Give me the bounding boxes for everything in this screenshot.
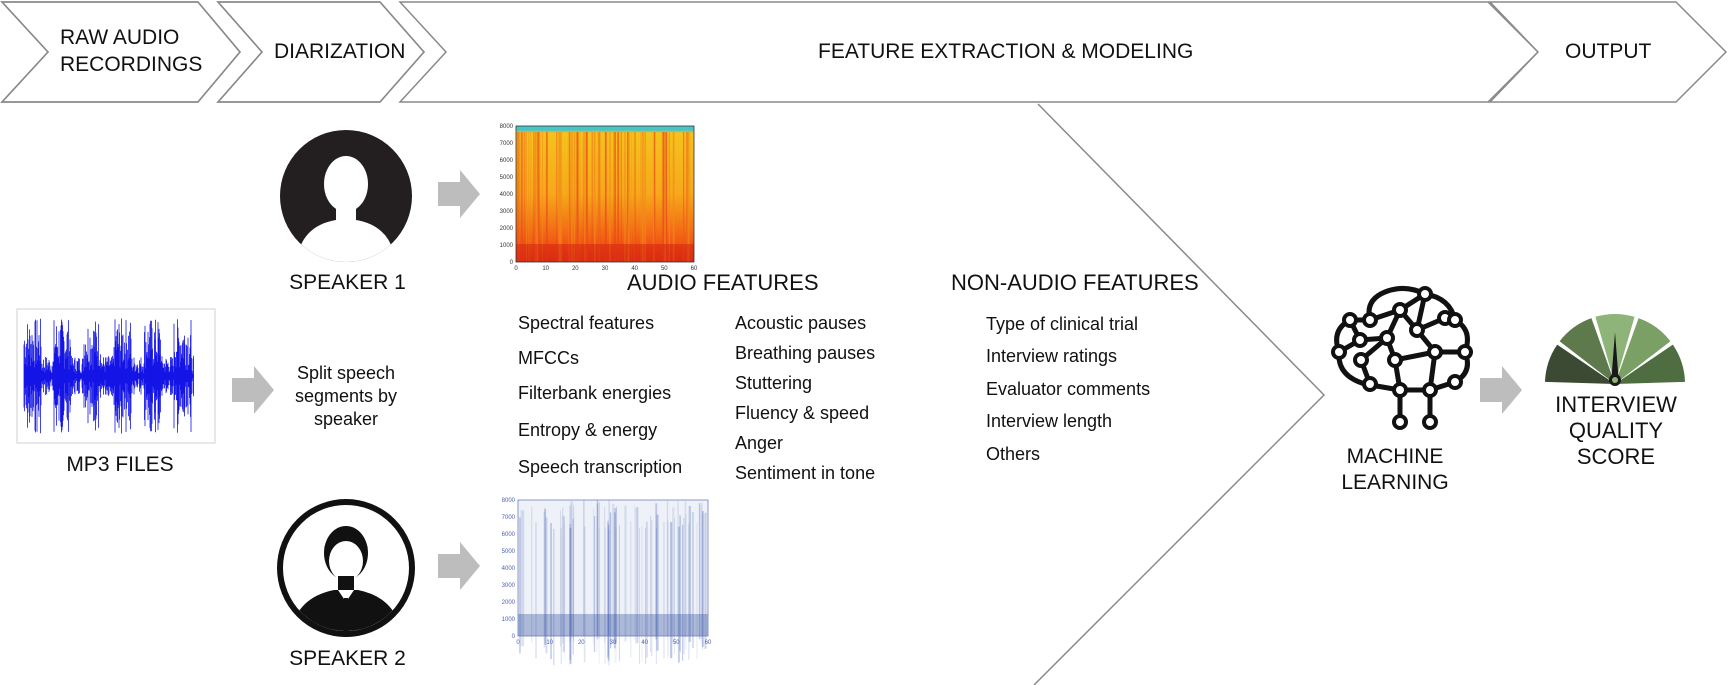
stage-label-feature-extraction: FEATURE EXTRACTION & MODELING — [818, 40, 1194, 63]
non-audio-feature-item: Interview ratings — [986, 346, 1118, 366]
arrow-to-diarization — [232, 366, 274, 414]
audio-feature-item: Stuttering — [735, 373, 813, 393]
non-audio-features-heading: NON-AUDIO FEATURES — [951, 270, 1199, 295]
svg-text:6000: 6000 — [500, 158, 514, 164]
waveform-signal — [23, 318, 194, 434]
audio-feature-item: Speech transcription — [518, 457, 683, 477]
svg-text:50: 50 — [661, 266, 668, 272]
speaker2-label: SPEAKER 2 — [289, 647, 406, 670]
svg-text:4000: 4000 — [500, 192, 514, 198]
svg-text:10: 10 — [542, 266, 549, 272]
speaker2-avatar-icon — [277, 499, 415, 637]
speaker1-avatar-icon — [280, 130, 412, 262]
svg-text:3000: 3000 — [502, 583, 516, 589]
svg-text:20: 20 — [572, 266, 579, 272]
audio-feature-item: Breathing pauses — [735, 343, 876, 363]
mp3-files-caption: MP3 FILES — [66, 453, 174, 476]
svg-text:1000: 1000 — [500, 243, 514, 249]
svg-text:10: 10 — [546, 640, 553, 646]
gauge-segment — [1545, 344, 1615, 384]
svg-text:30: 30 — [602, 266, 609, 272]
machine-learning-label: MACHINE LEARNING — [1341, 445, 1449, 494]
quality-gauge-icon — [1545, 314, 1685, 386]
svg-text:60: 60 — [691, 266, 698, 272]
svg-text:0: 0 — [516, 640, 520, 646]
audio-features-heading: AUDIO FEATURES — [627, 270, 819, 295]
spectrogram2-plot: 0 1000 2000 3000 4000 5000 6000 7000 8000 0 10 20 3… — [502, 498, 712, 666]
audio-feature-item: MFCCs — [518, 348, 579, 368]
svg-text:0: 0 — [510, 260, 514, 266]
audio-feature-item: Spectral features — [518, 313, 655, 333]
stage-label-raw-audio: RAW AUDIO RECORDINGS — [60, 26, 203, 76]
gauge-segment — [1615, 344, 1685, 384]
svg-text:0: 0 — [512, 634, 516, 640]
svg-text:60: 60 — [705, 640, 712, 646]
machine-learning-brain-icon — [1331, 286, 1473, 430]
non-audio-feature-item: Others — [986, 444, 1041, 464]
arrow-to-output — [1480, 366, 1522, 414]
svg-text:7000: 7000 — [500, 141, 514, 147]
gauge-segment — [1615, 318, 1671, 384]
split-speech-text: Split speech segments by speaker — [294, 363, 398, 429]
svg-text:3000: 3000 — [500, 209, 514, 215]
svg-text:50: 50 — [673, 640, 680, 646]
svg-text:5000: 5000 — [500, 175, 514, 181]
stage-label-diarization: DIARIZATION — [274, 40, 406, 63]
svg-text:8000: 8000 — [500, 124, 514, 130]
svg-text:40: 40 — [641, 640, 648, 646]
svg-text:1000: 1000 — [502, 617, 516, 623]
svg-text:6000: 6000 — [502, 532, 516, 538]
svg-text:0: 0 — [514, 266, 518, 272]
audio-feature-item: Acoustic pauses — [735, 313, 867, 333]
arrow-to-spectrogram2 — [438, 542, 480, 590]
stage-label-output: OUTPUT — [1565, 40, 1652, 63]
audio-feature-item: Filterbank energies — [518, 383, 672, 403]
svg-text:40: 40 — [631, 266, 638, 272]
waveform-plot — [16, 308, 216, 444]
stage-banner — [0, 1, 1728, 103]
svg-text:2000: 2000 — [502, 600, 516, 606]
speaker1-label: SPEAKER 1 — [289, 271, 406, 294]
spectrogram1-plot: 0 1000 2000 3000 4000 5000 6000 7000 8000 0 10 20 3… — [500, 124, 698, 272]
svg-text:8000: 8000 — [502, 498, 516, 504]
audio-feature-item: Fluency & speed — [735, 403, 870, 423]
non-audio-feature-item: Evaluator comments — [986, 379, 1151, 399]
audio-feature-item: Sentiment in tone — [735, 463, 876, 483]
svg-text:4000: 4000 — [502, 566, 516, 572]
svg-text:2000: 2000 — [500, 226, 514, 232]
svg-text:20: 20 — [578, 640, 585, 646]
non-audio-feature-item: Type of clinical trial — [986, 314, 1139, 334]
svg-text:5000: 5000 — [502, 549, 516, 555]
gauge-segment — [1559, 318, 1615, 384]
svg-text:7000: 7000 — [502, 515, 516, 521]
non-audio-feature-item: Interview length — [986, 411, 1113, 431]
interview-quality-score-label: INTERVIEW QUALITY SCORE — [1555, 392, 1677, 469]
stage-chevron-feature-extraction — [398, 1, 1540, 103]
audio-feature-item: Anger — [735, 433, 784, 453]
stage-chevron-output — [1488, 1, 1728, 103]
arrow-to-spectrogram1 — [438, 170, 480, 218]
audio-feature-item: Entropy & energy — [518, 420, 658, 440]
svg-text:30: 30 — [610, 640, 617, 646]
